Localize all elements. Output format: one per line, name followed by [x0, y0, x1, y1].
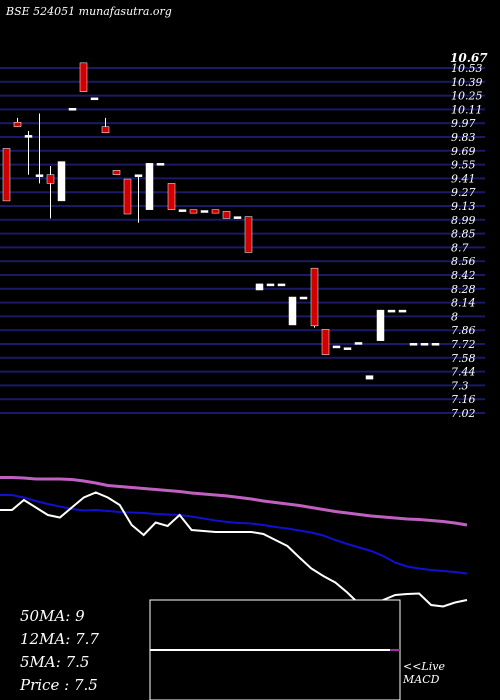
y-tick-label: 8.28: [451, 283, 476, 296]
candle-up: [277, 283, 286, 287]
candle-down: [101, 126, 110, 134]
ma-fast-line: [0, 491, 468, 612]
candle-down: [13, 122, 22, 127]
y-tick-label: 9.13: [451, 200, 476, 213]
y-tick-label: 10.53: [451, 62, 483, 75]
candle-up: [332, 345, 341, 349]
macd-label-line2[interactable]: MACD: [403, 673, 440, 686]
candle-up: [35, 174, 44, 177]
candle-up: [299, 296, 308, 300]
y-tick-label: 7.72: [451, 338, 476, 351]
chart-title: BSE 524051 munafasutra.org: [6, 5, 172, 18]
candle-up: [343, 347, 352, 350]
candle-down: [112, 170, 121, 175]
candle-up: [134, 174, 143, 177]
candle-down: [2, 148, 11, 202]
stat-price: Price : 7.5: [20, 676, 98, 694]
candle-up: [57, 161, 66, 202]
y-tick-label: 10.39: [451, 76, 483, 89]
candle-down: [211, 209, 220, 214]
candle-down: [222, 211, 231, 219]
y-tick-label: 9.55: [451, 159, 476, 172]
y-tick-label: 9.69: [451, 145, 476, 158]
macd-label-line1[interactable]: <<Live: [403, 660, 445, 673]
y-tick-label: 8.42: [451, 269, 476, 282]
candle-down: [46, 174, 55, 184]
candle-up: [233, 216, 242, 219]
live-macd-link[interactable]: <<Live MACD: [403, 660, 445, 686]
candle-up: [431, 343, 440, 346]
ma-mid-line: [0, 494, 468, 575]
y-tick-label: 8.7: [451, 241, 469, 254]
y-tick-label: 10.11: [451, 103, 483, 116]
y-tick-label: 7.44: [451, 366, 476, 379]
candle-up: [398, 309, 407, 313]
candle-up: [255, 283, 264, 291]
y-tick-label: 7.86: [451, 324, 476, 337]
y-tick-label: 8.56: [451, 255, 476, 268]
candle-up: [90, 97, 99, 101]
y-tick-label: 7.3: [451, 379, 469, 392]
candle-up: [200, 210, 209, 213]
candle-up: [68, 108, 77, 111]
stat-5ma: 5MA: 7.5: [20, 653, 90, 671]
y-tick-label: 10.25: [451, 90, 483, 103]
stat-12ma: 12MA: 7.7: [20, 630, 99, 648]
candle-down: [244, 216, 253, 253]
y-tick-label: 8.99: [451, 214, 476, 227]
y-tick-label: 9.97: [451, 117, 476, 130]
candle-up: [376, 309, 385, 341]
ma-slow-line: [0, 476, 468, 527]
candle-down: [167, 183, 176, 210]
candle-up: [420, 343, 429, 346]
candle-up: [365, 375, 374, 380]
y-tick-label: 8: [451, 310, 458, 323]
y-tick-label: 9.41: [451, 172, 476, 185]
candle-up: [288, 296, 297, 326]
candle-down: [321, 329, 330, 355]
y-tick-label: 7.16: [451, 393, 476, 406]
candle-up: [145, 163, 154, 210]
candle-up: [178, 209, 187, 212]
candle-up: [354, 342, 363, 345]
candle-down: [310, 267, 319, 327]
y-tick-label: 9.27: [451, 186, 476, 199]
y-top-label: 10.67: [450, 51, 488, 65]
y-tick-label: 7.58: [451, 352, 476, 365]
y-tick-label: 7.02: [451, 407, 476, 420]
candle-up: [387, 309, 396, 313]
candle-down: [79, 62, 88, 92]
candle-up: [156, 163, 165, 166]
candle-down: [123, 178, 132, 215]
y-tick-label: 8.85: [451, 228, 476, 241]
candle-up: [266, 283, 275, 287]
y-tick-label: 8.14: [451, 297, 476, 310]
stat-50ma: 50MA: 9: [20, 607, 85, 625]
candle-up: [409, 343, 418, 346]
ma-stats: 50MA: 9 12MA: 7.7 5MA: 7.5 Price : 7.5: [20, 605, 99, 697]
y-tick-label: 9.83: [451, 131, 476, 144]
candle-down: [189, 209, 198, 214]
candle-up: [24, 135, 33, 138]
